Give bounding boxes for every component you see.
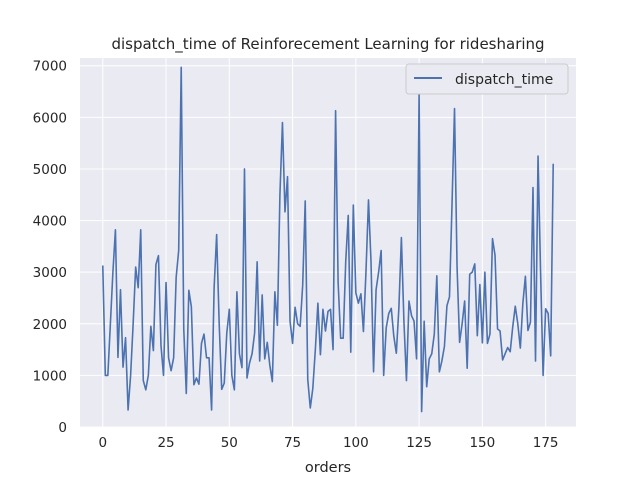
chart-title: dispatch_time of Reinforecement Learning… xyxy=(111,35,544,54)
y-tick-label: 2000 xyxy=(33,317,67,333)
series-line-dispatch-time xyxy=(101,66,555,413)
legend-label: dispatch_time xyxy=(455,72,553,88)
series-layer xyxy=(101,66,555,413)
x-tick-label: 100 xyxy=(343,435,369,451)
y-tick-label: 1000 xyxy=(33,368,67,384)
y-tick-label: 3000 xyxy=(33,265,67,281)
y-tick-label: 5000 xyxy=(33,162,67,178)
x-tick-labels: 0 25 50 75 100 125 150 175 xyxy=(98,435,558,451)
x-tick-label: 150 xyxy=(469,435,495,451)
x-tick-label: 75 xyxy=(284,435,301,451)
legend-box xyxy=(405,63,569,95)
x-tick-label: 175 xyxy=(533,435,559,451)
legend: dispatch_time xyxy=(405,63,569,95)
y-tick-label: 0 xyxy=(58,420,67,436)
x-tick-label: 50 xyxy=(221,435,238,451)
x-axis-label: orders xyxy=(305,460,351,476)
x-tick-label: 25 xyxy=(157,435,174,451)
x-tick-label: 125 xyxy=(406,435,432,451)
y-tick-label: 4000 xyxy=(33,214,67,230)
y-tick-label: 6000 xyxy=(33,110,67,126)
x-tick-label: 0 xyxy=(98,435,107,451)
plot-area xyxy=(80,58,576,427)
y-tick-labels: 0 1000 2000 3000 4000 5000 6000 7000 xyxy=(33,59,67,436)
y-tick-label: 7000 xyxy=(33,59,67,75)
